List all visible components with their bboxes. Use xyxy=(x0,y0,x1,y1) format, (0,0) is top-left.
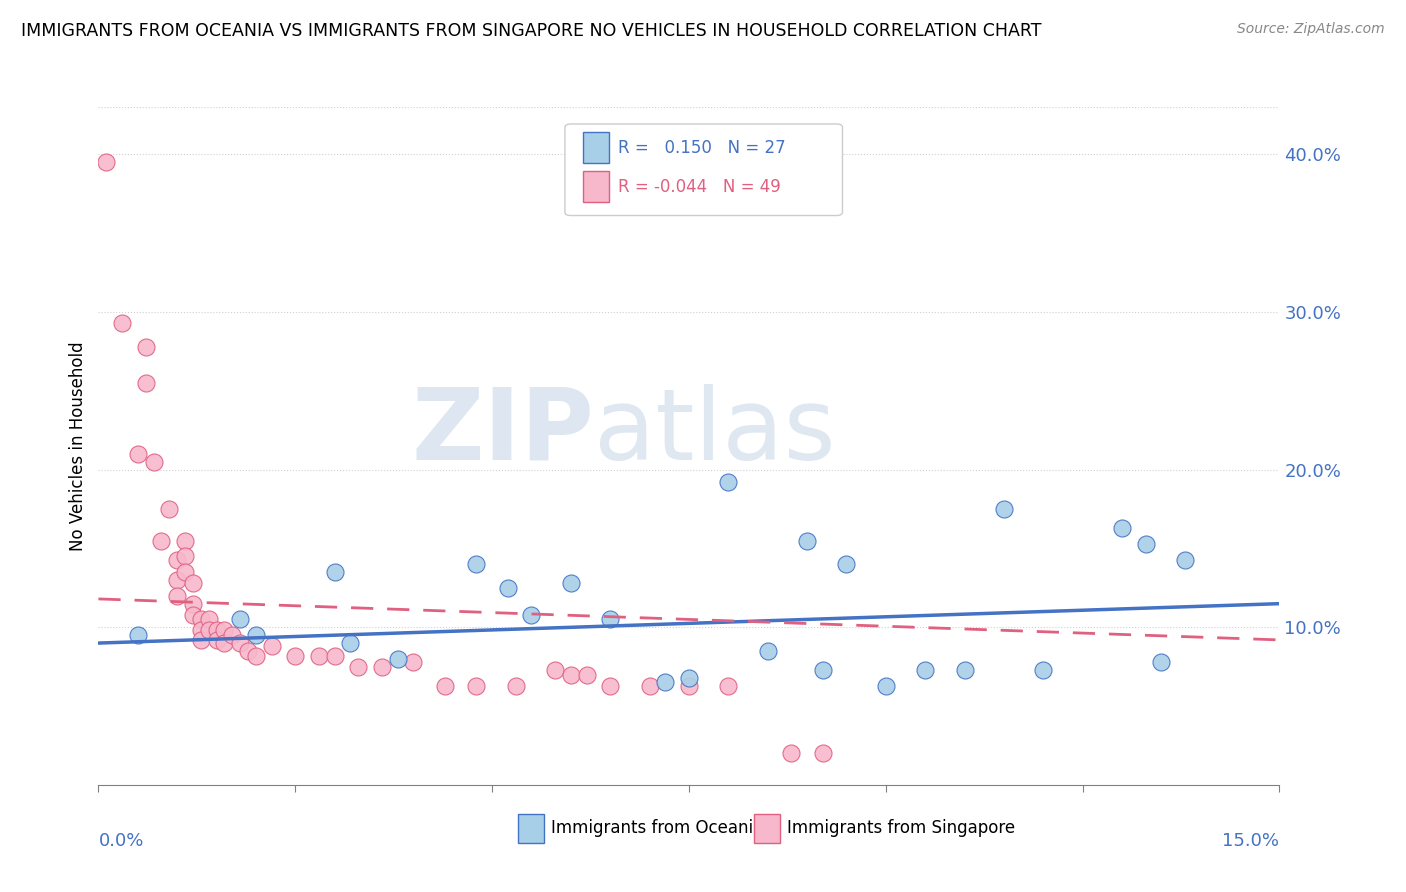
Point xyxy=(150,533,173,548)
FancyBboxPatch shape xyxy=(582,171,609,202)
Point xyxy=(174,565,197,579)
Text: ZIP: ZIP xyxy=(412,384,595,481)
Point xyxy=(638,679,661,693)
Point xyxy=(190,612,212,626)
Point xyxy=(1135,537,1157,551)
Point xyxy=(796,533,818,548)
Point xyxy=(284,648,307,663)
Point xyxy=(245,628,267,642)
Point xyxy=(157,502,180,516)
Point xyxy=(339,636,361,650)
Point xyxy=(654,675,676,690)
Point xyxy=(221,628,243,642)
Point xyxy=(323,565,346,579)
Point xyxy=(135,340,157,354)
Point xyxy=(135,376,157,390)
Text: R =   0.150   N = 27: R = 0.150 N = 27 xyxy=(619,139,786,157)
Point xyxy=(347,659,370,673)
Point xyxy=(166,589,188,603)
Point xyxy=(205,624,228,638)
Point xyxy=(166,552,188,566)
Point xyxy=(560,576,582,591)
Point xyxy=(371,659,394,673)
Point xyxy=(465,679,488,693)
Point xyxy=(111,316,134,330)
Text: 0.0%: 0.0% xyxy=(98,832,143,850)
Point xyxy=(875,679,897,693)
Point xyxy=(181,576,204,591)
Point xyxy=(181,607,204,622)
Point xyxy=(756,644,779,658)
FancyBboxPatch shape xyxy=(565,124,842,216)
Text: Source: ZipAtlas.com: Source: ZipAtlas.com xyxy=(1237,22,1385,37)
Point xyxy=(496,581,519,595)
Point xyxy=(953,663,976,677)
Point xyxy=(323,648,346,663)
FancyBboxPatch shape xyxy=(754,814,780,843)
Point xyxy=(96,155,118,169)
Text: Immigrants from Singapore: Immigrants from Singapore xyxy=(787,820,1015,838)
Point xyxy=(229,612,252,626)
Point xyxy=(166,573,188,587)
Point xyxy=(914,663,936,677)
Point xyxy=(260,639,283,653)
Text: Immigrants from Oceania: Immigrants from Oceania xyxy=(551,820,763,838)
Point xyxy=(174,549,197,564)
Point xyxy=(717,475,740,490)
Point xyxy=(197,612,219,626)
Point xyxy=(190,624,212,638)
Point xyxy=(520,607,543,622)
Point xyxy=(465,558,488,572)
Point xyxy=(678,679,700,693)
Point xyxy=(214,624,236,638)
Point xyxy=(197,624,219,638)
Point xyxy=(387,652,409,666)
Text: atlas: atlas xyxy=(595,384,837,481)
Point xyxy=(142,455,165,469)
Point xyxy=(780,747,803,761)
Point xyxy=(1032,663,1054,677)
Point xyxy=(560,667,582,681)
Point xyxy=(505,679,527,693)
Point xyxy=(544,663,567,677)
Point xyxy=(402,655,425,669)
Point xyxy=(1150,655,1173,669)
Point xyxy=(245,648,267,663)
Point xyxy=(1111,521,1133,535)
Point xyxy=(229,636,252,650)
Point xyxy=(811,663,834,677)
Point xyxy=(433,679,456,693)
Point xyxy=(214,636,236,650)
Point xyxy=(308,648,330,663)
Point xyxy=(599,679,621,693)
Point xyxy=(181,597,204,611)
Point xyxy=(1174,552,1197,566)
Point xyxy=(127,628,149,642)
Point xyxy=(599,612,621,626)
Text: IMMIGRANTS FROM OCEANIA VS IMMIGRANTS FROM SINGAPORE NO VEHICLES IN HOUSEHOLD CO: IMMIGRANTS FROM OCEANIA VS IMMIGRANTS FR… xyxy=(21,22,1042,40)
Point xyxy=(835,558,858,572)
Point xyxy=(205,632,228,647)
Point xyxy=(127,447,149,461)
Point xyxy=(678,671,700,685)
Point xyxy=(811,747,834,761)
Y-axis label: No Vehicles in Household: No Vehicles in Household xyxy=(69,341,87,551)
Point xyxy=(717,679,740,693)
Text: R = -0.044   N = 49: R = -0.044 N = 49 xyxy=(619,178,780,196)
Point xyxy=(993,502,1015,516)
Text: 15.0%: 15.0% xyxy=(1222,832,1279,850)
Point xyxy=(190,632,212,647)
Point xyxy=(236,644,259,658)
FancyBboxPatch shape xyxy=(517,814,544,843)
Point xyxy=(575,667,598,681)
FancyBboxPatch shape xyxy=(582,132,609,162)
Point xyxy=(174,533,197,548)
